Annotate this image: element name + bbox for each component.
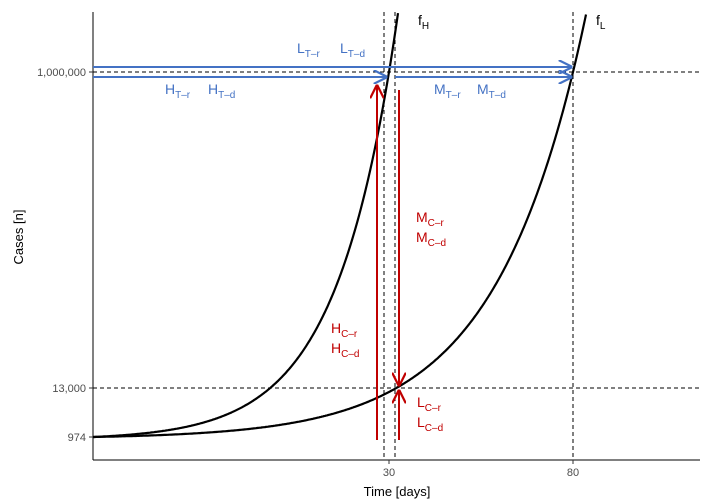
label-m-t-r: MT–r	[434, 81, 461, 101]
label-h-t-d: HT–d	[208, 81, 235, 101]
y-tick-label: 974	[68, 432, 86, 444]
axes: 974 13,000 1,000,000 30 80	[37, 12, 700, 479]
curves	[93, 12, 588, 439]
label-l-t-r: LT–r	[297, 40, 320, 60]
label-l-t-d: LT–d	[340, 40, 365, 60]
series-f-l	[93, 14, 588, 439]
label-h-t-r: HT–r	[165, 81, 191, 101]
label-m-c-d: MC–d	[416, 229, 446, 249]
reference-lines	[93, 12, 700, 460]
curve-label-f-h: fH	[418, 12, 429, 32]
annotations: fH fL LT–r LT–d HT–r HT–d MT–r MT–d MC–rMC–d HC–r…	[165, 12, 606, 434]
y-axis-title: Cases [n]	[11, 210, 26, 265]
arrows	[93, 67, 571, 440]
label-h-c-d: HC–d	[331, 340, 359, 360]
label-h-c-r: HC–r	[331, 320, 358, 340]
label-l-c-d: LC–d	[417, 414, 443, 434]
series-f-h	[93, 12, 400, 439]
label-m-c-r: MC–r	[416, 209, 444, 229]
x-tick-label: 30	[383, 467, 395, 479]
label-m-t-d: MT–d	[477, 81, 506, 101]
y-tick-label: 13,000	[52, 383, 86, 395]
x-tick-label: 80	[567, 467, 579, 479]
x-axis-title: Time [days]	[364, 484, 431, 499]
label-l-c-r: LC–r	[417, 394, 442, 414]
y-tick-label: 1,000,000	[37, 67, 86, 79]
curve-label-f-l: fL	[596, 12, 606, 32]
